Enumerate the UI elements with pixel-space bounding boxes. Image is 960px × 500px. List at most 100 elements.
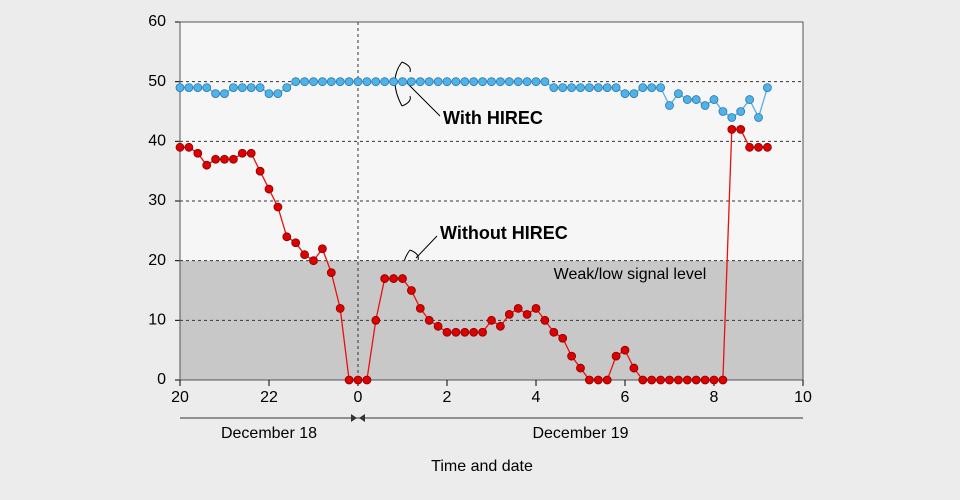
data-point [691,375,701,385]
data-point [513,303,523,313]
data-point [300,77,310,87]
data-point [540,315,550,325]
data-point [709,375,719,385]
data-point [531,77,541,87]
data-point [522,77,532,87]
data-point [620,345,630,355]
data-point [754,113,763,122]
data-point [175,142,185,152]
x-tick-label: 4 [532,389,541,406]
data-point [611,83,621,93]
data-point [585,83,594,93]
data-point [460,77,470,87]
data-point [317,244,327,254]
data-point [362,375,372,385]
data-point [282,83,292,93]
data-point [549,327,559,337]
data-point [522,309,532,319]
data-point [763,83,772,93]
x-tick-label: 8 [710,389,719,406]
data-point [353,77,363,87]
data-point [638,375,648,385]
data-point [175,83,185,93]
y-tick-label: 60 [148,13,166,30]
data-point [487,315,496,325]
x-tick-label: 22 [260,389,278,406]
x-tick-label: 10 [794,389,812,406]
x-tick-label: 0 [354,389,363,406]
x-tick-label: 20 [171,389,189,406]
data-point [282,232,292,242]
data-point [478,77,488,87]
band-label: Weak/low signal level [554,266,707,283]
data-point [380,77,390,87]
series-label: Without HIREC [440,223,568,243]
data-point [309,77,318,87]
data-point [255,166,265,176]
data-point [736,124,746,134]
data-point [727,113,737,122]
data-point [264,184,274,194]
x-tick-label: 6 [621,389,630,406]
plot-frame [179,21,804,381]
data-point [620,89,630,98]
data-point [433,77,443,87]
data-point [727,124,737,134]
data-point [344,77,354,87]
data-point [504,77,514,87]
data-point [754,142,763,152]
data-point [415,77,425,87]
data-point [549,83,559,93]
data-point [326,268,336,278]
data-point [629,363,639,373]
y-tick-label: 50 [148,73,166,90]
data-point [602,375,612,385]
data-point [629,89,639,98]
data-point [709,95,719,104]
leader-with [406,82,441,117]
data-point [184,142,194,152]
data-point [264,89,274,98]
data-point [326,77,336,87]
data-point [558,333,568,343]
data-point [691,95,701,104]
data-point [558,83,568,93]
data-point [433,321,443,331]
data-point [585,375,594,385]
data-point [460,327,470,337]
data-point [602,83,612,93]
data-point [718,107,728,116]
series-label: With HIREC [443,108,543,128]
data-point [656,83,665,93]
data-point [682,95,692,104]
data-point [202,83,212,93]
x-axis-label: Time and date [431,458,533,475]
data-point [745,95,754,104]
data-point [495,321,505,331]
y-tick-label: 20 [148,252,166,269]
y-tick-label: 30 [148,192,166,209]
data-point [647,83,657,93]
data-point [228,83,238,93]
data-point [406,286,416,295]
data-point [451,77,461,87]
data-point [424,315,434,325]
data-point [398,274,407,283]
date-span-label: December 19 [532,425,628,442]
data-point [335,303,345,313]
data-point [487,77,496,87]
data-point [291,238,301,248]
data-point [371,77,381,87]
data-point [398,77,407,87]
data-point [389,274,399,283]
data-point [406,77,416,87]
date-span-label: December 18 [221,425,317,442]
data-point [531,303,541,313]
data-point [576,83,585,93]
data-point [237,83,247,93]
data-point [362,77,372,87]
data-point [291,77,301,87]
data-point [317,77,327,87]
data-point [389,77,399,87]
